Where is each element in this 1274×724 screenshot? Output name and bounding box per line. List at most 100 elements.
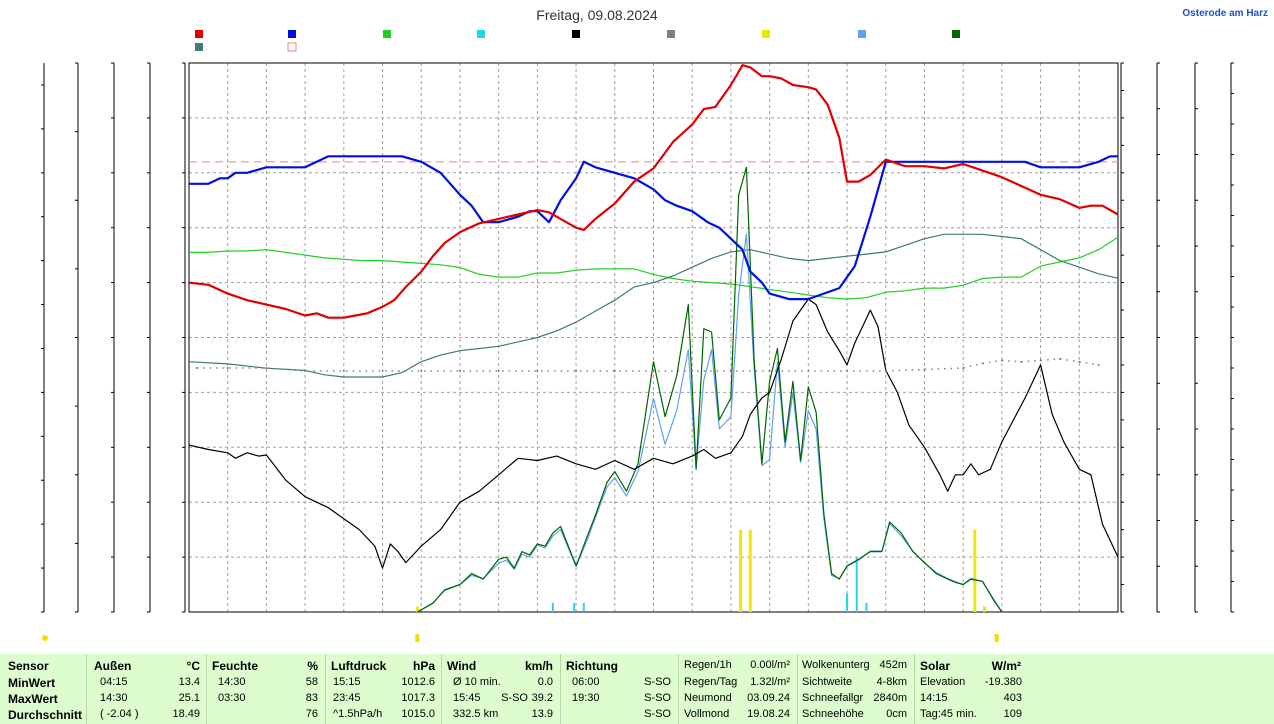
- sonne-bar: [973, 529, 977, 612]
- stats-separator: [325, 654, 326, 724]
- stats-separator: [797, 654, 798, 724]
- legend-swatch-monat: [287, 42, 297, 52]
- richtung-point: [613, 370, 616, 373]
- richtung-point: [420, 370, 423, 373]
- stats-regen-label: Regen/1h: [684, 659, 732, 671]
- stats-feuchte-time: 14:30: [218, 676, 246, 688]
- stats-wind-time: 332.5 km: [453, 708, 499, 720]
- stats-row-label: MinWert: [8, 676, 56, 690]
- stats-druck-value: 1017.3: [401, 692, 435, 704]
- legend-swatch-luftdruck: [383, 30, 391, 38]
- stats-wind-header: Wind: [447, 659, 477, 673]
- legend-swatch-wind: [572, 30, 580, 38]
- stats-richtung-value: S-SO: [644, 708, 671, 720]
- stats-aussen-unit: °C: [186, 659, 200, 673]
- stats-regen-value: 19.08.24: [747, 708, 790, 720]
- sonne-bar: [982, 606, 986, 612]
- weather-chart: Freitag, 09.08.2024 Osterode am Harz: [41, 7, 1268, 642]
- legend-swatch-helligkeit: [858, 30, 866, 38]
- stats-wolken-value: 0cm: [886, 708, 907, 720]
- stats-druck-header: Luftdruck: [331, 659, 387, 673]
- stats-richtung-header: Richtung: [566, 659, 618, 673]
- aussen-line: [188, 64, 1119, 319]
- stats-solar-value: -19.380: [984, 676, 1022, 688]
- stats-wolken-label: Wolkenunterg: [802, 659, 870, 671]
- sonne-bar: [415, 606, 419, 612]
- wind-line: [188, 298, 1119, 569]
- stats-feuchte-value: 58: [305, 676, 318, 688]
- stats-aussen-time: 14:30: [100, 692, 128, 704]
- legend-swatch-taupunkt: [195, 43, 203, 51]
- stats-feuchte-unit: %: [307, 659, 318, 673]
- richtung-point: [536, 370, 539, 373]
- stats-aussen-header: Außen: [94, 659, 132, 673]
- stats-wind-value: 39.2: [531, 692, 553, 704]
- stats-regen-value: 1.32l/m²: [750, 676, 790, 688]
- richtung-point: [458, 370, 461, 373]
- solar-line: [417, 166, 1003, 613]
- luftdruck-line: [189, 236, 1119, 300]
- richtung-point: [342, 370, 345, 373]
- stats-wolken-value: 4-8km: [876, 676, 907, 688]
- stats-feuchte-value: 83: [305, 692, 318, 704]
- stats-regen-value: 03.09.24: [747, 692, 790, 704]
- stats-regen-label: Regen/Tag: [684, 676, 738, 688]
- stats-solar-label: Tag:45 min.: [920, 708, 977, 720]
- stats-solar-label: 14:15: [920, 692, 948, 704]
- stats-row-label: Durchschnitt: [8, 708, 83, 722]
- plot-border: [188, 62, 1119, 613]
- stats-druck-time: 15:15: [333, 676, 361, 688]
- richtung-point: [265, 367, 268, 369]
- legend-swatch-richtung: [667, 30, 675, 38]
- stats-regen-label: Vollmond: [684, 708, 730, 720]
- stats-sensor-header: Sensor: [8, 659, 49, 673]
- stats-wind-value: 0.0: [537, 676, 553, 688]
- stats-solar-value: 109: [1003, 708, 1022, 720]
- stats-separator: [441, 654, 442, 724]
- stats-solar-value: 403: [1003, 692, 1022, 704]
- stats-feuchte-header: Feuchte: [212, 659, 259, 673]
- stats-regen-label: Neumond: [684, 692, 732, 704]
- stats-feuchte-value: 76: [305, 708, 318, 720]
- stats-separator: [206, 654, 207, 724]
- station-name: Osterode am Harz: [1182, 8, 1268, 19]
- stats-feuchte-time: 03:30: [218, 692, 246, 704]
- stats-wind-unit: km/h: [524, 659, 553, 673]
- richtung-point: [575, 370, 578, 373]
- stats-wind-value: 13.9: [531, 708, 553, 720]
- taupunkt-line: [188, 233, 1119, 378]
- stats-separator: [86, 654, 87, 724]
- legend-swatch-solar: [952, 30, 960, 38]
- stats-wolken-label: Schneefallgr: [802, 692, 864, 704]
- stats-druck-value: 1012.6: [401, 676, 435, 688]
- stats-druck-time: ^1.5hPa/h: [333, 708, 383, 720]
- legend-swatch-aussen: [195, 30, 203, 38]
- stats-wind-time: Ø 10 min.: [453, 676, 501, 688]
- stats-aussen-time: ( -2.04 ): [100, 708, 139, 720]
- x-axis: [42, 634, 999, 642]
- stats-wind-dir: S-SO: [501, 692, 528, 704]
- sunset-marker: [994, 634, 999, 642]
- legend-swatch-sonne: [762, 30, 770, 38]
- stats-wind-time: 15:45: [453, 692, 481, 704]
- stats-richtung-time: 19:30: [572, 692, 600, 704]
- stats-aussen-value: 18.49: [172, 708, 200, 720]
- plot-area: [188, 64, 1119, 613]
- legend-swatch-feuchte: [288, 30, 296, 38]
- richtung-line: [196, 358, 1099, 372]
- now-marker: [42, 635, 48, 641]
- stats-aussen-value: 25.1: [178, 692, 200, 704]
- helligkeit-line: [417, 233, 1003, 613]
- stats-row-label: MaxWert: [8, 692, 58, 706]
- stats-solar-label: Elevation: [920, 676, 966, 688]
- stats-wolken-value: 2840m: [873, 692, 907, 704]
- richtung-point: [304, 370, 307, 373]
- stats-richtung-value: S-SO: [644, 676, 671, 688]
- richtung-point: [226, 367, 229, 369]
- stats-separator: [914, 654, 915, 724]
- sonne-bar: [748, 529, 752, 612]
- grid: [188, 62, 1119, 613]
- stats-druck-time: 23:45: [333, 692, 361, 704]
- feuchte-line: [189, 155, 1118, 301]
- stats-aussen-time: 04:15: [100, 676, 128, 688]
